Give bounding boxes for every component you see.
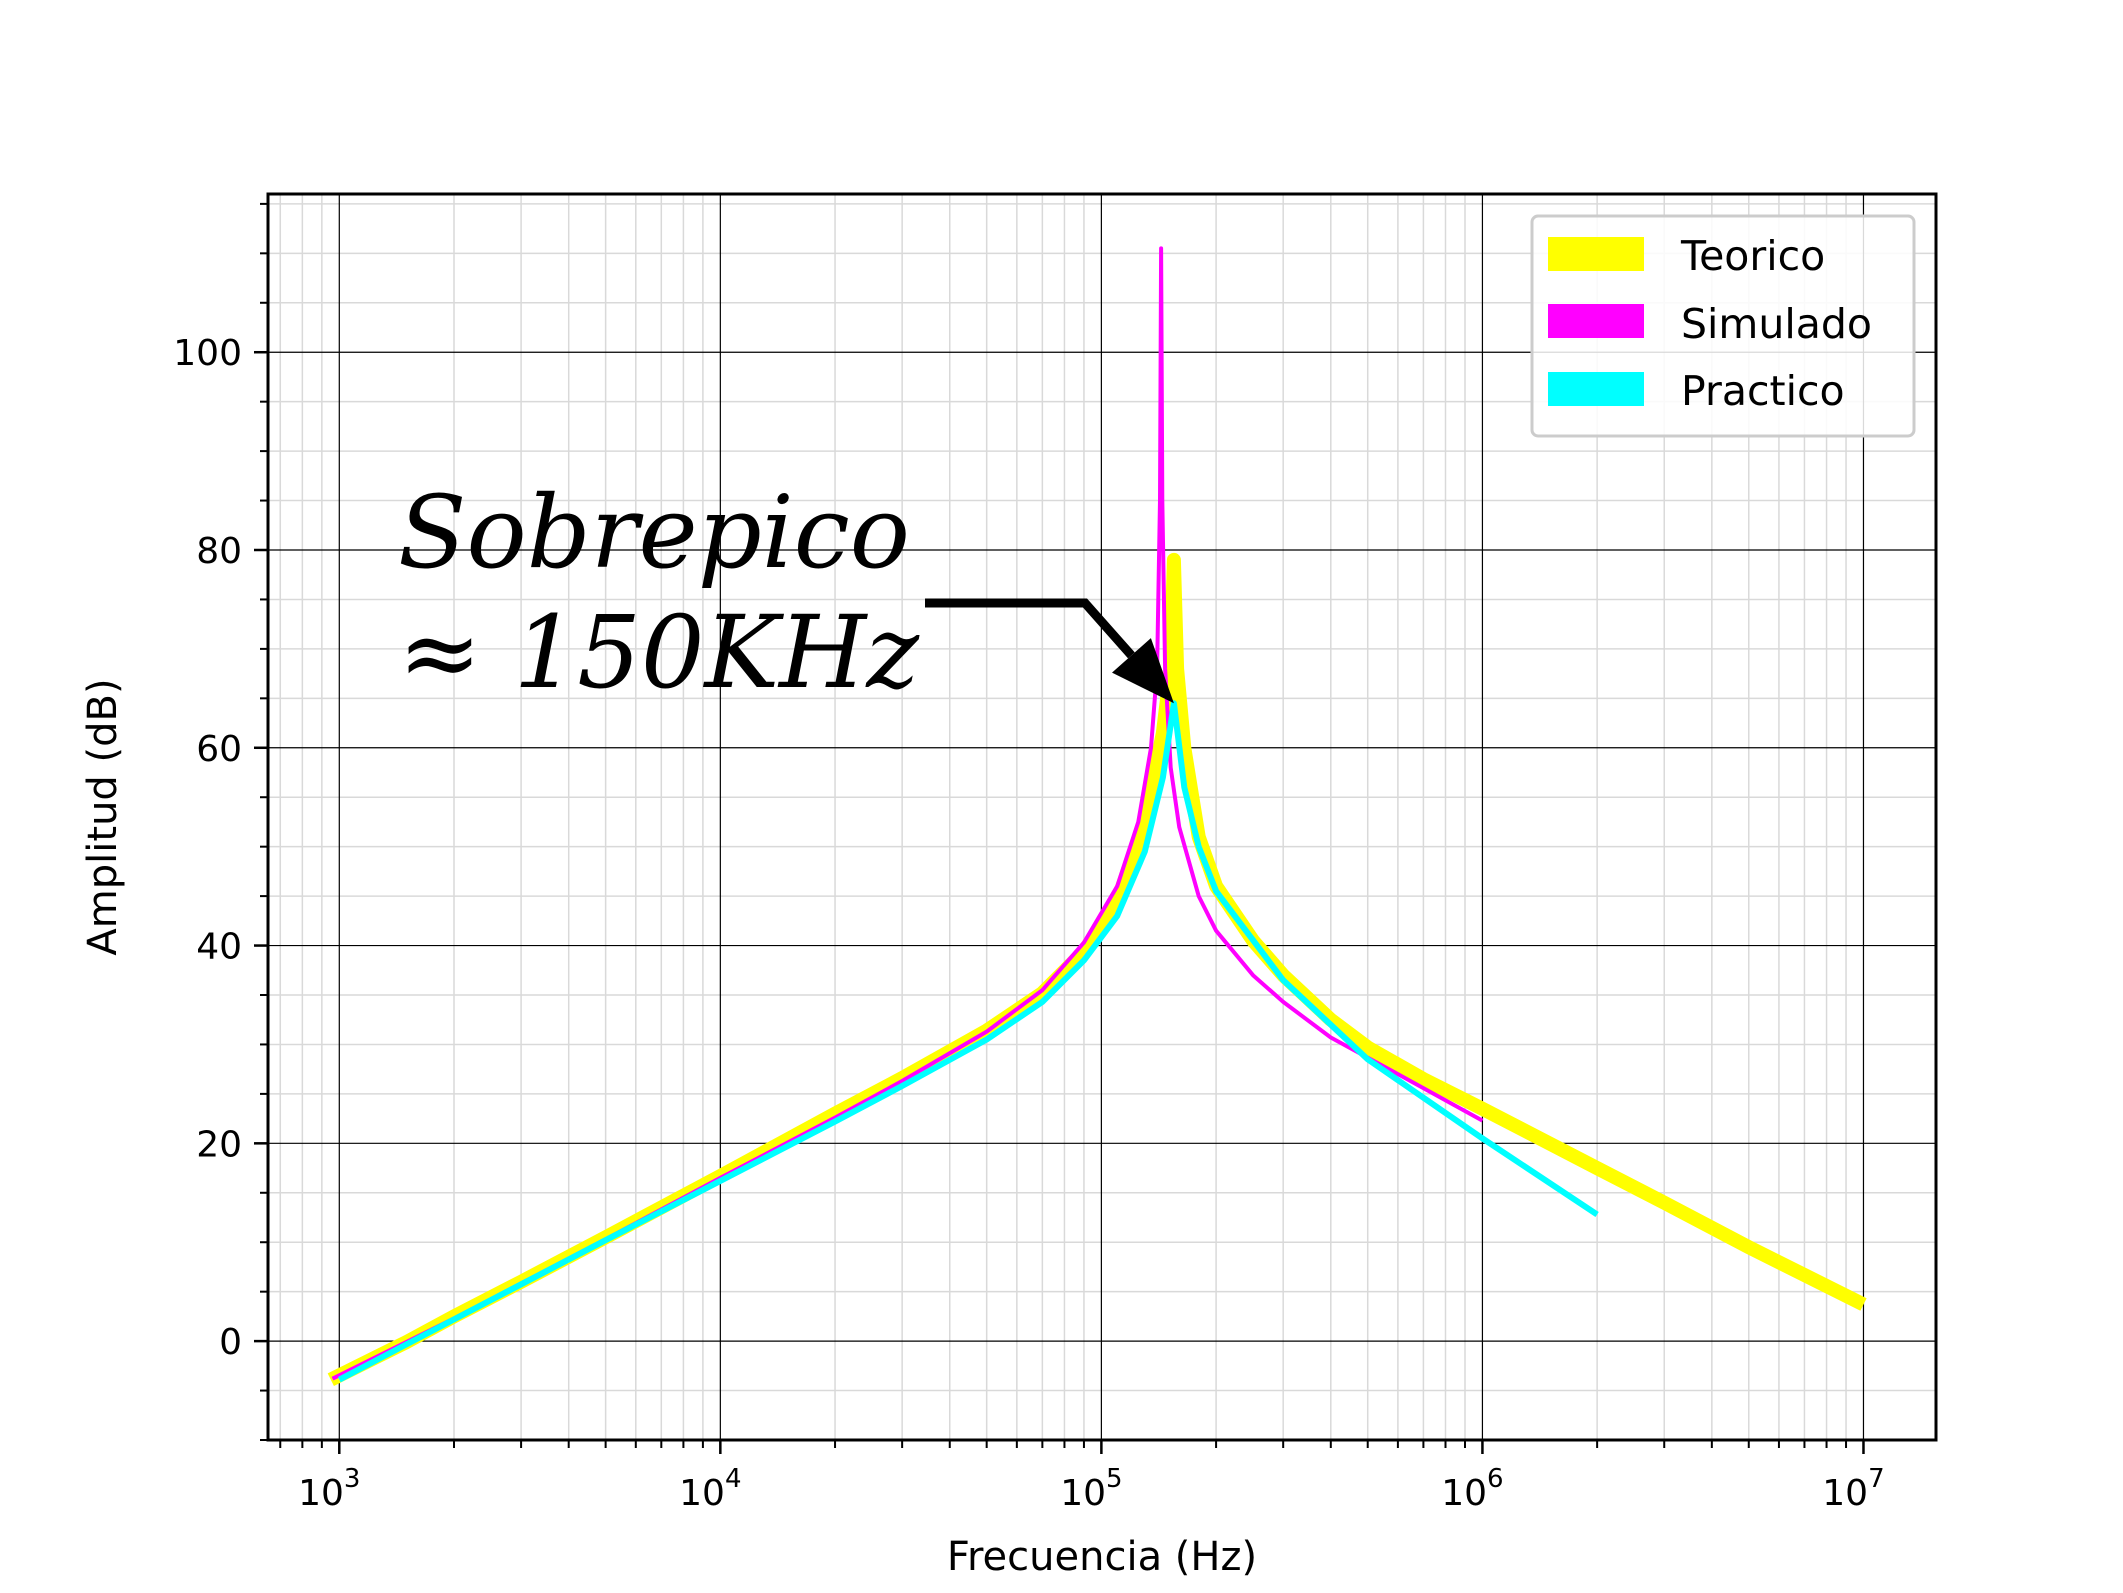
legend-label-teorico: Teorico: [1680, 232, 1825, 280]
y-tick-label: 100: [173, 333, 242, 374]
minor-grid: [268, 194, 1936, 1441]
y-tick-label: 40: [196, 927, 242, 968]
axis-ticks: [254, 202, 1865, 1454]
legend-swatch-teorico: [1548, 237, 1644, 271]
series-line-practico: [337, 700, 1599, 1383]
major-grid: [268, 194, 1936, 1440]
legend-swatch-practico: [1548, 372, 1644, 406]
annotation-arrow-head: [1112, 638, 1174, 704]
legend-swatch-simulado: [1548, 304, 1644, 338]
y-axis-title: Amplitud (dB): [80, 678, 126, 955]
y-tick-labels: 0 20 40 60 80 100: [173, 333, 242, 1363]
legend-label-simulado: Simulado: [1681, 300, 1872, 348]
x-axis-title: Frecuencia (Hz): [947, 1534, 1257, 1580]
annotation-line2: ≈ 150KHz: [398, 594, 920, 711]
series-line-simulado: [331, 246, 1484, 1381]
y-tick-label: 60: [196, 729, 242, 770]
annotation-line1: Sobrepico: [398, 474, 910, 591]
legend: Teorico Simulado Practico: [1530, 214, 1916, 438]
y-tick-label: 80: [196, 531, 242, 572]
series-layer: [327, 246, 1867, 1386]
annotation-arrow-line: [925, 598, 1135, 659]
legend-label-practico: Practico: [1681, 367, 1845, 415]
y-tick-label: 20: [196, 1124, 242, 1165]
annotation: Sobrepico ≈ 150KHz: [398, 474, 1174, 711]
y-tick-label: 0: [219, 1322, 242, 1363]
